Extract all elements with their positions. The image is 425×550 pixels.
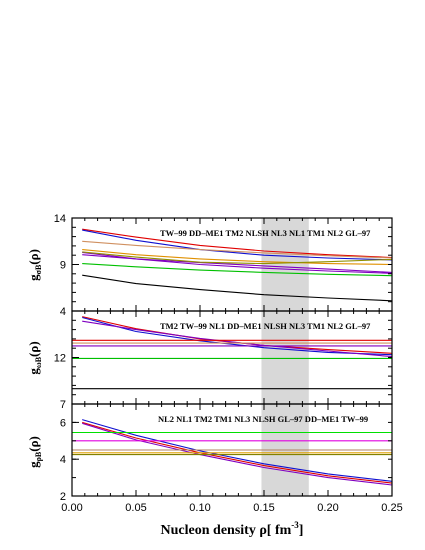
ylabel-rho-g: g — [26, 461, 41, 468]
svg-text:gωB(ρ): gωB(ρ) — [26, 341, 43, 374]
series-line-sigma-8 — [82, 274, 393, 302]
ytick-label-rho: 6 — [60, 417, 66, 429]
series-line-sigma-7 — [82, 263, 393, 277]
xtick-label: 0.10 — [189, 502, 210, 514]
x-axis-title: Nucleon density ρ[ fm-3] — [161, 520, 304, 538]
series-line-sigma-4 — [82, 240, 393, 259]
ylabel-rho-sub: ρB — [34, 451, 43, 461]
series-line-omega-1 — [82, 316, 393, 356]
ylabel-sigma: gσB(ρ) — [26, 249, 43, 281]
x-axis-title-close: ] — [299, 523, 304, 538]
ylabel-sigma-arg: (ρ) — [26, 249, 41, 265]
ylabel-omega-sub: ωB — [34, 356, 43, 368]
ytick-label-rho: 4 — [60, 454, 66, 466]
xtick-label: 0.15 — [253, 502, 274, 514]
ytick-label-omega: 12 — [54, 353, 66, 365]
legend-sigma: TW–99 DD–ME1 TM2 NLSH NL3 NL1 TM1 NL2 GL… — [160, 228, 371, 238]
svg-text:gρB(ρ): gρB(ρ) — [26, 436, 43, 468]
ytick-label-omega: 7 — [60, 399, 66, 411]
xtick-label: 0.20 — [317, 502, 338, 514]
ytick-label-sigma: 4 — [60, 306, 66, 318]
panel-sigma — [82, 228, 393, 302]
ytick-label-sigma: 9 — [60, 260, 66, 272]
ytick-label-rho: 2 — [60, 491, 66, 503]
series-line-sigma-3 — [82, 254, 393, 273]
legend-rho: NL2 NL1 TM2 TM1 NL3 NLSH GL–97 DD–ME1 TW… — [158, 414, 368, 424]
panel-frames: 4 9 14 7 12 2 4 6 — [54, 213, 393, 503]
series-line-rho-2 — [82, 422, 393, 486]
xtick-label: 0.00 — [61, 502, 82, 514]
ylabel-omega-arg: (ρ) — [26, 341, 41, 357]
panel-rho — [72, 419, 393, 486]
series-line-omega-2 — [82, 320, 393, 358]
series-line-sigma-0 — [82, 228, 393, 259]
ylabel-rho: gρB(ρ) — [26, 436, 43, 468]
svg-text:gσB(ρ): gσB(ρ) — [26, 249, 43, 281]
series-line-rho-1 — [82, 421, 393, 484]
series-line-sigma-6 — [82, 251, 393, 265]
series-line-sigma-5 — [82, 249, 393, 266]
ylabel-sigma-sub: σB — [34, 264, 43, 274]
x-axis-title-main: Nucleon density ρ[ fm — [161, 523, 292, 538]
x-axis-title-sup: -3 — [291, 520, 299, 530]
series-line-sigma-1 — [82, 229, 393, 261]
ylabel-omega: gωB(ρ) — [26, 341, 43, 374]
xtick-label: 0.25 — [381, 502, 402, 514]
x-tick-labels: 0.00 0.05 0.10 0.15 0.20 0.25 — [61, 502, 402, 514]
xtick-label: 0.05 — [125, 502, 146, 514]
ytick-label-sigma: 14 — [54, 213, 66, 225]
ylabel-rho-arg: (ρ) — [26, 436, 41, 452]
ylabel-omega-g: g — [26, 368, 41, 375]
frame-rho — [71, 403, 393, 497]
legend-omega: TM2 TW–99 NL1 DD–ME1 NLSH NL3 TM1 NL2 GL… — [160, 321, 371, 331]
ylabel-sigma-g: g — [26, 274, 41, 281]
panel-omega — [72, 316, 393, 390]
